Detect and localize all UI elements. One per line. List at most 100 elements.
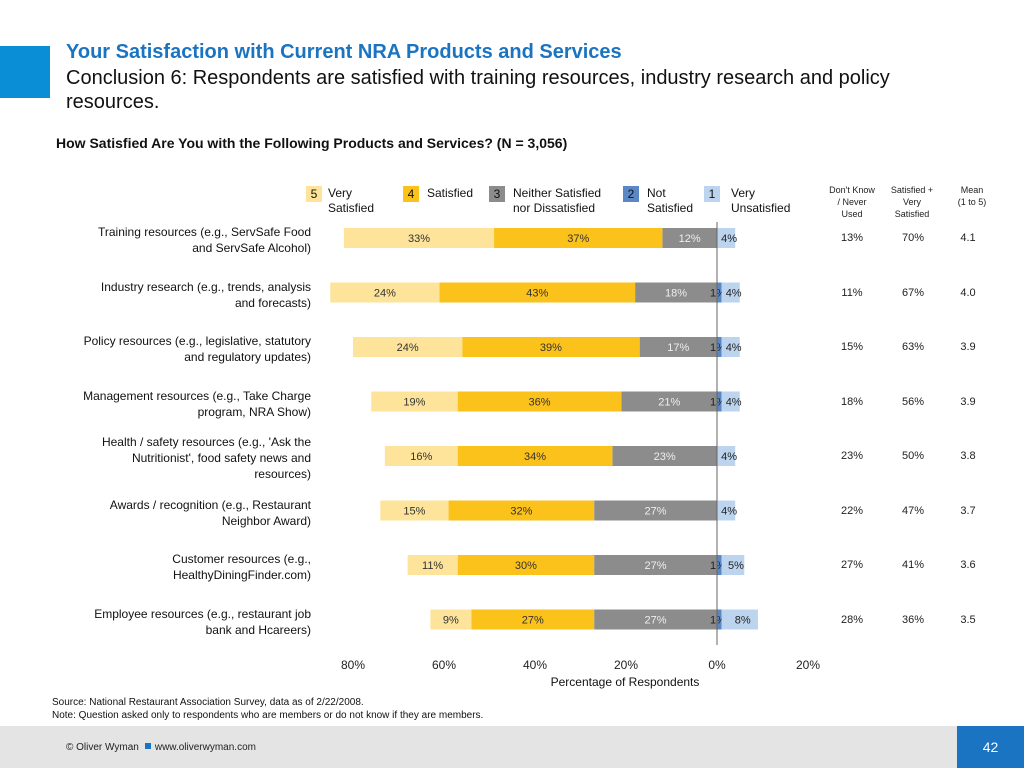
- legend-label-line: Satisfied: [427, 186, 474, 200]
- legend-label: Neither Satisfied nor Dissatisfied: [513, 186, 601, 216]
- bar-segment: [721, 282, 740, 303]
- row-label-line: Management resources (e.g., Take Charge: [83, 388, 311, 403]
- stat-mean: 3.9: [960, 341, 976, 353]
- row-label-line: and regulatory updates): [184, 350, 311, 364]
- stat-sat-plus: 50%: [901, 450, 925, 462]
- bar-segment: [662, 228, 717, 248]
- footer-url[interactable]: www.oliverwyman.com: [154, 742, 256, 753]
- legend-swatch: 5: [306, 186, 322, 202]
- legend-label: Very Unsatisfied: [731, 186, 790, 216]
- stat-dont-know: 11%: [841, 286, 863, 299]
- bar-data-label: 16%: [410, 451, 432, 463]
- stat-dont-know: 28%: [840, 613, 864, 626]
- stat-sat-plus: 47%: [901, 504, 925, 517]
- col-head-line: Don't Know: [829, 185, 875, 195]
- bar-data-label: 5%: [728, 560, 744, 572]
- legend-label-line: Neither Satisfied: [513, 186, 602, 200]
- row-label: Customer resources (e.g., HealthyDiningFi…: [51, 551, 311, 583]
- bar-segment: [384, 446, 458, 466]
- page-number: 42: [957, 726, 1024, 768]
- bar-segment: [635, 282, 717, 303]
- legend-label-line: nor Dissatisfied: [513, 201, 596, 215]
- x-tick-label: 20%: [795, 658, 821, 672]
- legend-label-line: Unsatisfied: [731, 201, 791, 215]
- col-head-mean: Mean (1 to 5): [940, 184, 1004, 208]
- stat-dont-know: 27%: [840, 559, 864, 571]
- bar-data-label: 17%: [667, 342, 689, 354]
- row-label: Employee resources (e.g., restaurant job…: [51, 606, 311, 638]
- stat-mean: 3.5: [960, 613, 976, 626]
- row-label-line: bank and Hcareers): [205, 622, 311, 637]
- bar-segment: [639, 337, 717, 357]
- bar-data-label: 12%: [679, 233, 701, 245]
- stat-mean: 3.8: [960, 450, 976, 462]
- row-label: Health / safety resources (e.g., 'Ask th…: [51, 434, 311, 482]
- bar-segment: [717, 391, 722, 412]
- row-label-line: and forecasts): [234, 295, 311, 310]
- row-label: Awards / recognition (e.g., Restaurant Ne…: [51, 497, 311, 529]
- bar-data-label: 43%: [526, 288, 548, 300]
- bar-segment: [717, 555, 722, 575]
- col-head-line: (1 to 5): [957, 197, 987, 207]
- bar-data-label: 23%: [654, 451, 676, 463]
- stat-dont-know: 22%: [840, 504, 864, 517]
- legend-label-line: Very: [731, 186, 756, 200]
- note-line: Note: Question asked only to respondents…: [52, 710, 484, 721]
- bar-data-label: 4%: [726, 288, 742, 300]
- stat-sat-plus: 41%: [901, 559, 925, 571]
- footer-bar: [0, 726, 1024, 768]
- bar-data-label: 27%: [645, 615, 667, 627]
- col-head-line: Very: [902, 197, 921, 207]
- col-head-line: Mean: [960, 185, 984, 195]
- bar-data-label: 30%: [515, 560, 537, 572]
- x-tick-label: 40%: [522, 658, 548, 672]
- stat-dont-know: 13%: [840, 232, 864, 244]
- bar-segment: [717, 446, 736, 466]
- x-tick-label: 60%: [431, 658, 457, 672]
- col-head-line: / Never: [837, 197, 867, 207]
- bar-data-label: 36%: [529, 397, 551, 409]
- bar-data-label: 32%: [510, 506, 532, 518]
- stat-dont-know: 18%: [840, 395, 864, 408]
- col-head-line: Satisfied: [894, 209, 930, 219]
- bar-data-label: 27%: [522, 615, 544, 627]
- bar-data-label: 4%: [726, 397, 742, 409]
- bar-data-label: 21%: [658, 397, 680, 409]
- x-tick-label: 0%: [708, 658, 726, 672]
- row-label: Industry research (e.g., trends, analysi…: [51, 279, 311, 311]
- row-label-line: Neighbor Award): [221, 513, 311, 528]
- page-subtitle: Conclusion 6: Respondents are satisfied …: [66, 67, 890, 113]
- bar-data-label: 4%: [721, 233, 737, 245]
- bar-segment: [717, 337, 722, 357]
- row-label-line: HealthyDiningFinder.com): [172, 568, 311, 582]
- stat-mean: 3.7: [960, 504, 976, 517]
- bar-data-label: 15%: [403, 506, 425, 518]
- bar-segment: [380, 500, 449, 521]
- source-line: Source: National Restaurant Association …: [52, 697, 364, 708]
- stat-sat-plus: 70%: [901, 232, 925, 244]
- bar-segment: [621, 391, 717, 412]
- stat-sat-plus: 56%: [901, 395, 925, 408]
- bar-segment: [721, 337, 740, 357]
- row-label-line: Employee resources (e.g., restaurant job: [94, 606, 311, 621]
- row-label-line: Policy resources (e.g., legislative, sta…: [83, 334, 311, 348]
- accent-block: [0, 46, 50, 98]
- source-note: Source: National Restaurant Association …: [52, 696, 483, 722]
- bar-data-label: 18%: [665, 288, 687, 300]
- bar-data-label: 11%: [422, 560, 443, 572]
- col-head-dont-know: Don't Know / Never Used: [820, 184, 884, 220]
- bar-data-label: 19%: [403, 397, 425, 409]
- footer-text: © Oliver Wyman www.oliverwyman.com: [66, 742, 256, 753]
- stat-mean: 3.6: [960, 559, 976, 571]
- bar-segment: [407, 555, 458, 575]
- row-label-line: program, NRA Show): [197, 404, 311, 419]
- bar-data-label: 27%: [645, 560, 667, 572]
- bar-segment: [330, 282, 440, 303]
- bar-segment: [717, 228, 736, 248]
- bar-segment: [462, 337, 640, 357]
- bar-segment: [717, 609, 722, 630]
- chart-title: How Satisfied Are You with the Following…: [56, 135, 568, 151]
- bar-segment: [457, 555, 595, 575]
- bar-segment: [717, 282, 722, 303]
- copyright: © Oliver Wyman: [66, 742, 139, 753]
